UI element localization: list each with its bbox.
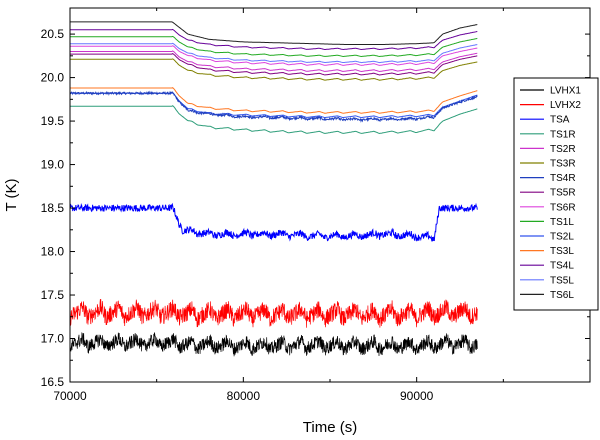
legend-entries: LVHX1 LVHX2 TSA TS1R TS2R TS3R TS4R TS5R TS6R TS1… bbox=[520, 86, 581, 301]
y-tick-label: 17.0 bbox=[41, 332, 65, 346]
legend-label: TS3L bbox=[550, 246, 574, 257]
legend-label: TS3R bbox=[550, 159, 576, 170]
y-tick-label: 17.5 bbox=[41, 288, 65, 302]
series-line-ts5r bbox=[70, 53, 478, 76]
y-tick-label: 18.5 bbox=[41, 201, 65, 215]
x-tick-label: 80000 bbox=[227, 389, 261, 403]
x-tick-label: 70000 bbox=[53, 389, 87, 403]
series-line-ts1l bbox=[70, 35, 478, 58]
series-line-ts6r bbox=[70, 45, 478, 66]
x-tick-label: 90000 bbox=[400, 389, 434, 403]
legend-label: TS6L bbox=[550, 290, 574, 301]
y-tick-label: 16.5 bbox=[41, 375, 65, 389]
series-line-lvhx1 bbox=[69, 332, 478, 357]
y-tick-label: 20.5 bbox=[41, 27, 65, 41]
series-line-ts6l bbox=[70, 21, 478, 45]
legend: LVHX1 LVHX2 TSA TS1R TS2R TS3R TS4R TS5R TS6R TS1… bbox=[513, 77, 599, 311]
legend-label: TS1L bbox=[550, 217, 574, 228]
series-line-ts2r bbox=[70, 50, 478, 73]
series-line-ts4l bbox=[70, 28, 478, 51]
axes-layer: 16.5 17.0 17.5 18.0 18.5 19.0 19.5 20.0 20.5 7000… bbox=[41, 8, 591, 403]
y-tick-label: 19.5 bbox=[41, 114, 65, 128]
legend-label: TS2R bbox=[550, 144, 576, 155]
series-layer bbox=[69, 21, 478, 357]
y-tick-label: 18.0 bbox=[41, 245, 65, 259]
series-line-lvhx2 bbox=[69, 298, 478, 328]
legend-label: TSA bbox=[550, 115, 570, 126]
y-tick-label: 19.0 bbox=[41, 158, 65, 172]
legend-box bbox=[513, 77, 599, 311]
legend-label: TS2L bbox=[550, 232, 574, 243]
x-axis-title: Time (s) bbox=[303, 419, 357, 436]
legend-label: TS5L bbox=[550, 275, 574, 286]
legend-label: TS1R bbox=[550, 129, 576, 140]
legend-label: TS6R bbox=[550, 202, 576, 213]
series-line-ts1r bbox=[70, 105, 478, 135]
series-line-tsa bbox=[69, 202, 478, 242]
legend-label: TS4L bbox=[550, 261, 574, 272]
legend-label: TS5R bbox=[550, 188, 576, 199]
series-line-ts5l bbox=[70, 42, 478, 64]
y-tick-label: 20.0 bbox=[41, 71, 65, 85]
series-line-ts3l bbox=[70, 87, 478, 114]
legend-label: TS4R bbox=[550, 173, 576, 184]
series-line-ts3r bbox=[70, 58, 478, 81]
series-line-ts4r bbox=[69, 90, 478, 123]
y-axis-title: T (K) bbox=[3, 178, 20, 211]
legend-label: LVHX1 bbox=[550, 86, 581, 97]
legend-label: LVHX2 bbox=[550, 100, 581, 111]
